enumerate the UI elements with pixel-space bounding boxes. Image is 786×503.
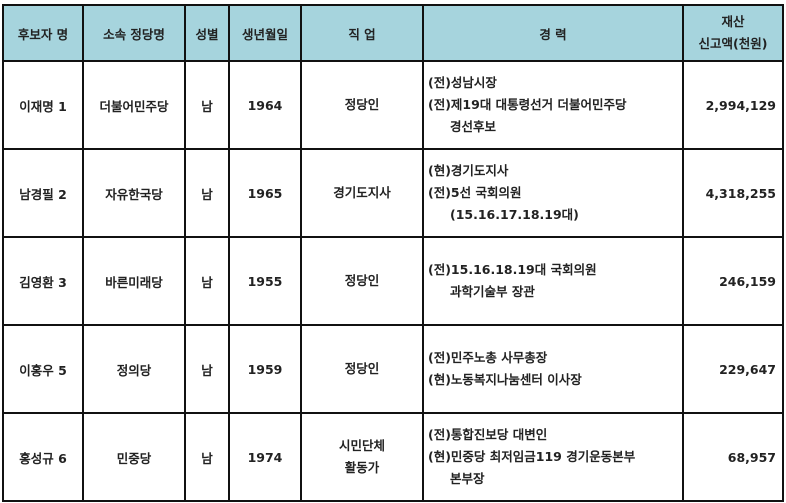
candidate-name: 이재명 1: [2, 60, 84, 150]
asset-amount: 4,318,255: [682, 148, 784, 238]
candidate-name: 김영환 3: [2, 236, 84, 326]
party-name: 바른미래당: [82, 236, 186, 326]
header-job: 직 업: [300, 4, 424, 62]
career-line: (전)성남시장: [428, 75, 497, 90]
header-asset-line2: 신고액(천원): [698, 36, 768, 51]
header-birth: 생년월일: [228, 4, 302, 62]
asset-amount: 68,957: [682, 412, 784, 502]
career: (전)민주노총 사무총장 (현)노동복지나눔센터 이사장: [422, 324, 684, 414]
header-name: 후보자 명: [2, 4, 84, 62]
career-line: (전)15.16.18.19대 국회의원: [428, 262, 597, 277]
career-line: 경선후보: [450, 119, 497, 134]
gender: 남: [184, 60, 230, 150]
gender: 남: [184, 148, 230, 238]
career-line: (현)민중당 최저임금119 경기운동본부: [428, 449, 636, 464]
party-name: 민중당: [82, 412, 186, 502]
occupation-line: 경기도지사: [333, 185, 391, 200]
header-asset-line1: 재산: [721, 14, 745, 29]
career-line: (현)노동복지나눔센터 이사장: [428, 372, 582, 387]
occupation-line: 시민단체: [338, 438, 385, 453]
birth-year: 1955: [228, 236, 302, 326]
career-line: (현)경기도지사: [428, 163, 509, 178]
asset-amount: 246,159: [682, 236, 784, 326]
birth-year: 1964: [228, 60, 302, 150]
birth-year: 1965: [228, 148, 302, 238]
occupation-line: 정당인: [344, 361, 380, 376]
career-line: (전)민주노총 사무총장: [428, 350, 548, 365]
career-line: (전)제19대 대통령선거 더불어민주당: [428, 97, 627, 112]
occupation-line: 정당인: [344, 97, 380, 112]
asset-amount: 229,647: [682, 324, 784, 414]
header-career: 경 력: [422, 4, 684, 62]
occupation: 경기도지사: [300, 148, 424, 238]
candidate-name: 이홍우 5: [2, 324, 84, 414]
table-row: 이재명 1 더불어민주당 남 1964 정당인 (전)성남시장 (전)제19대 대통령선거 …: [2, 60, 784, 150]
career-line: 과학기술부 장관: [450, 284, 535, 299]
gender: 남: [184, 324, 230, 414]
occupation-line: 정당인: [344, 273, 380, 288]
header-gender: 성별: [184, 4, 230, 62]
career-line: (전)통합진보당 대변인: [428, 427, 548, 442]
career-line: (15.16.17.18.19대): [450, 207, 579, 222]
table-row: 홍성규 6 민중당 남 1974 시민단체 활동가 (전)통합진보당 대변인 (현)민중당 최…: [2, 412, 784, 502]
party-name: 정의당: [82, 324, 186, 414]
gender: 남: [184, 412, 230, 502]
party-name: 자유한국당: [82, 148, 186, 238]
occupation: 정당인: [300, 236, 424, 326]
occupation: 정당인: [300, 60, 424, 150]
party-name: 더불어민주당: [82, 60, 186, 150]
candidate-name: 홍성규 6: [2, 412, 84, 502]
asset-amount: 2,994,129: [682, 60, 784, 150]
birth-year: 1974: [228, 412, 302, 502]
table-row: 남경필 2 자유한국당 남 1965 경기도지사 (현)경기도지사 (전)5선 국회의원 (1…: [2, 148, 784, 238]
birth-year: 1959: [228, 324, 302, 414]
career-line: 본부장: [450, 471, 485, 486]
occupation: 정당인: [300, 324, 424, 414]
career: (현)경기도지사 (전)5선 국회의원 (15.16.17.18.19대): [422, 148, 684, 238]
occupation-line: 활동가: [344, 460, 380, 475]
candidate-name: 남경필 2: [2, 148, 84, 238]
table-row: 이홍우 5 정의당 남 1959 정당인 (전)민주노총 사무총장 (현)노동복지나눔센터 …: [2, 324, 784, 414]
career-line: (전)5선 국회의원: [428, 185, 522, 200]
gender: 남: [184, 236, 230, 326]
header-party: 소속 정당명: [82, 4, 186, 62]
